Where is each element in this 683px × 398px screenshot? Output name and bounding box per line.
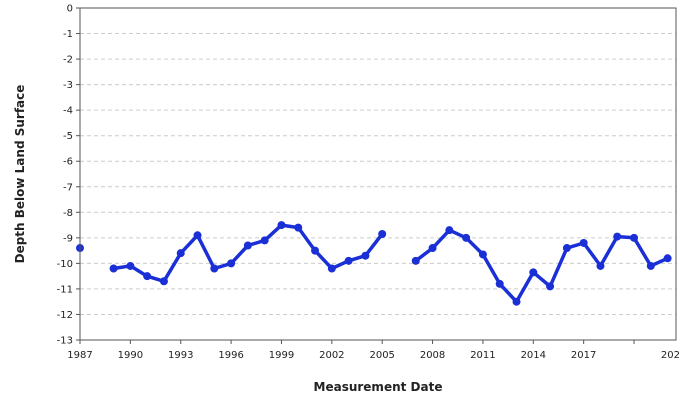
data-point	[378, 230, 387, 239]
data-point	[512, 297, 521, 306]
x-axis-title: Measurement Date	[314, 380, 443, 394]
x-tick-label: 1999	[269, 350, 294, 361]
x-tick-label: 1996	[218, 350, 243, 361]
x-tick-label: 1993	[168, 350, 193, 361]
data-point	[529, 268, 538, 277]
data-point	[579, 238, 588, 247]
gridlines	[80, 33, 676, 315]
data-point	[478, 250, 487, 259]
data-point	[646, 261, 655, 270]
y-tick-label: -4	[63, 106, 73, 117]
data-point	[613, 232, 622, 241]
y-tick-label: -6	[63, 157, 73, 168]
y-axis-title: Depth Below Land Surface	[13, 85, 27, 264]
x-tick-label: 2017	[571, 350, 596, 361]
x-tick-label: 2014	[521, 350, 546, 361]
data-point	[663, 254, 672, 263]
y-axis-ticks: 0 -1 -2 -3 -4 -5 -6 -7 -8 -9 -10 -11 -12 -13	[57, 4, 80, 347]
data-point	[126, 261, 135, 270]
data-point	[546, 282, 555, 291]
data-point	[411, 256, 420, 265]
data-point	[243, 241, 252, 250]
data-point	[109, 264, 118, 273]
x-tick-label: 2008	[420, 350, 445, 361]
x-axis-ticks: 1987 1990 1993 1996 1999 2002 2005 2008 2011 2014…	[67, 340, 680, 361]
data-point	[562, 244, 571, 253]
data-point	[311, 246, 320, 255]
data-point	[495, 279, 504, 288]
x-tick-label: 2005	[369, 350, 394, 361]
y-tick-label: -12	[57, 310, 73, 321]
y-tick-label: -11	[57, 284, 73, 295]
series-line-segment	[111, 223, 384, 284]
data-point	[327, 264, 336, 273]
data-point	[428, 244, 437, 253]
series-depth	[76, 221, 672, 306]
y-tick-label: -7	[63, 182, 73, 193]
data-point	[193, 231, 202, 240]
data-point	[176, 249, 185, 258]
y-tick-label: -5	[63, 131, 73, 142]
plot-frame	[79, 7, 677, 341]
data-point	[462, 233, 471, 242]
x-tick-label: 202	[661, 350, 680, 361]
data-point	[210, 264, 219, 273]
data-point	[143, 272, 152, 281]
y-tick-label: 0	[67, 4, 73, 15]
y-tick-label: -3	[63, 80, 73, 91]
data-point	[227, 259, 236, 268]
x-tick-label: 1987	[67, 350, 92, 361]
data-point	[260, 236, 269, 245]
y-tick-label: -10	[57, 259, 73, 270]
series-line-segment	[414, 228, 670, 304]
data-point	[445, 226, 454, 235]
y-tick-label: -2	[63, 55, 73, 66]
data-point	[277, 221, 286, 230]
data-point	[596, 261, 605, 270]
data-point	[630, 233, 639, 242]
data-point	[159, 277, 168, 286]
x-tick-label: 2002	[319, 350, 344, 361]
x-tick-label: 2011	[470, 350, 495, 361]
y-tick-label: -9	[63, 233, 73, 244]
data-point	[344, 256, 353, 265]
y-tick-label: -8	[63, 208, 73, 219]
y-tick-label: -13	[57, 336, 73, 347]
x-tick-label: 1990	[118, 350, 143, 361]
data-point	[294, 223, 303, 232]
y-tick-label: -1	[63, 29, 73, 40]
data-point	[361, 251, 370, 260]
